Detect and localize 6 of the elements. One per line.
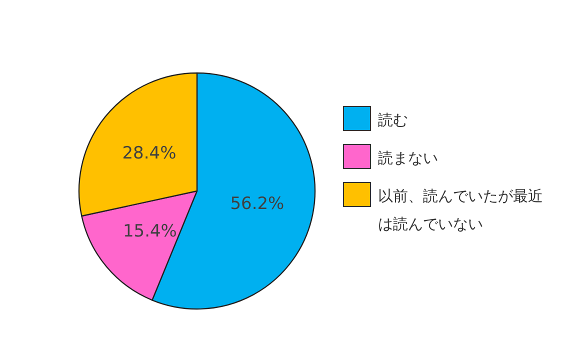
- data-label: 15.4%: [122, 221, 177, 242]
- legend-label: 以前、読んでいたが最近は読んでいない: [378, 186, 543, 235]
- legend-label: 読む: [378, 110, 409, 131]
- legend-label: 読まない: [378, 148, 439, 169]
- data-label: 56.2%: [230, 194, 284, 214]
- data-label: 28.4%: [122, 143, 176, 164]
